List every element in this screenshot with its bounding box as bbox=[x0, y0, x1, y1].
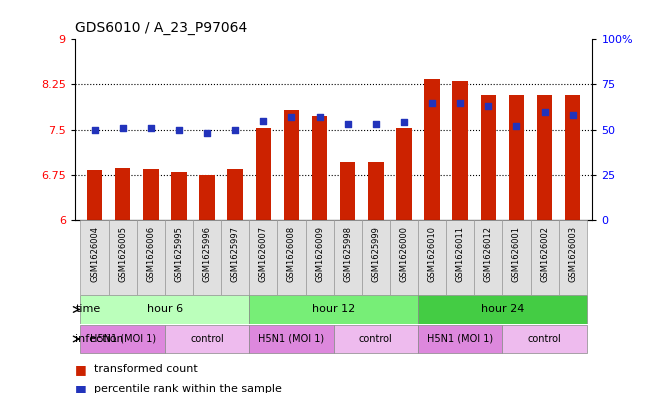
Point bbox=[314, 114, 325, 120]
Text: GSM1626011: GSM1626011 bbox=[456, 226, 465, 282]
Bar bbox=[171, 173, 187, 220]
FancyBboxPatch shape bbox=[277, 220, 305, 295]
FancyBboxPatch shape bbox=[221, 220, 249, 295]
Text: ■: ■ bbox=[75, 382, 87, 393]
Point bbox=[342, 121, 353, 127]
Bar bbox=[340, 162, 355, 220]
Text: transformed count: transformed count bbox=[94, 364, 198, 375]
FancyBboxPatch shape bbox=[531, 220, 559, 295]
Text: GSM1626006: GSM1626006 bbox=[146, 226, 156, 282]
Text: GSM1626007: GSM1626007 bbox=[259, 226, 268, 282]
Bar bbox=[424, 79, 440, 220]
Text: control: control bbox=[190, 334, 224, 344]
Bar bbox=[480, 95, 496, 220]
FancyBboxPatch shape bbox=[109, 220, 137, 295]
FancyBboxPatch shape bbox=[249, 296, 418, 324]
Point bbox=[568, 112, 578, 118]
Text: infection: infection bbox=[76, 334, 124, 344]
Text: hour 24: hour 24 bbox=[480, 305, 524, 314]
Bar bbox=[115, 168, 130, 220]
FancyBboxPatch shape bbox=[559, 220, 587, 295]
FancyBboxPatch shape bbox=[475, 220, 503, 295]
FancyBboxPatch shape bbox=[418, 325, 503, 353]
Point bbox=[230, 127, 240, 133]
Point bbox=[286, 114, 297, 120]
FancyBboxPatch shape bbox=[249, 325, 334, 353]
FancyBboxPatch shape bbox=[193, 220, 221, 295]
FancyBboxPatch shape bbox=[165, 325, 249, 353]
Text: GSM1625995: GSM1625995 bbox=[174, 226, 184, 282]
FancyBboxPatch shape bbox=[249, 220, 277, 295]
FancyBboxPatch shape bbox=[334, 220, 362, 295]
Text: GDS6010 / A_23_P97064: GDS6010 / A_23_P97064 bbox=[75, 22, 247, 35]
Bar bbox=[537, 95, 552, 220]
FancyBboxPatch shape bbox=[81, 220, 109, 295]
Bar bbox=[284, 110, 299, 220]
Text: ■: ■ bbox=[75, 363, 87, 376]
Text: H5N1 (MOI 1): H5N1 (MOI 1) bbox=[258, 334, 324, 344]
Bar bbox=[87, 170, 102, 220]
Text: GSM1625999: GSM1625999 bbox=[371, 226, 380, 282]
Text: hour 12: hour 12 bbox=[312, 305, 355, 314]
Point bbox=[511, 123, 521, 129]
Text: time: time bbox=[76, 305, 101, 314]
Bar bbox=[368, 162, 383, 220]
Bar bbox=[256, 129, 271, 220]
FancyBboxPatch shape bbox=[137, 220, 165, 295]
Point bbox=[399, 119, 409, 126]
Point bbox=[174, 127, 184, 133]
FancyBboxPatch shape bbox=[81, 296, 249, 324]
Text: GSM1626004: GSM1626004 bbox=[90, 226, 99, 282]
Text: control: control bbox=[528, 334, 561, 344]
Bar bbox=[199, 175, 215, 220]
Text: GSM1625998: GSM1625998 bbox=[343, 226, 352, 282]
Text: GSM1626005: GSM1626005 bbox=[118, 226, 127, 282]
FancyBboxPatch shape bbox=[446, 220, 475, 295]
Point bbox=[89, 127, 100, 133]
Bar bbox=[143, 169, 159, 220]
FancyBboxPatch shape bbox=[503, 325, 587, 353]
Text: control: control bbox=[359, 334, 393, 344]
FancyBboxPatch shape bbox=[81, 325, 165, 353]
Bar bbox=[227, 169, 243, 220]
Point bbox=[455, 99, 465, 106]
Point bbox=[258, 118, 268, 124]
Text: hour 6: hour 6 bbox=[147, 305, 183, 314]
Bar bbox=[452, 81, 468, 220]
Point bbox=[483, 103, 493, 109]
Text: GSM1626009: GSM1626009 bbox=[315, 226, 324, 282]
FancyBboxPatch shape bbox=[418, 296, 587, 324]
Bar bbox=[565, 95, 581, 220]
Bar bbox=[312, 116, 327, 220]
Bar bbox=[396, 129, 411, 220]
FancyBboxPatch shape bbox=[305, 220, 334, 295]
Text: H5N1 (MOI 1): H5N1 (MOI 1) bbox=[90, 334, 156, 344]
Bar bbox=[508, 95, 524, 220]
FancyBboxPatch shape bbox=[418, 220, 446, 295]
Point bbox=[540, 108, 550, 115]
FancyBboxPatch shape bbox=[165, 220, 193, 295]
Text: GSM1626001: GSM1626001 bbox=[512, 226, 521, 282]
Text: GSM1626003: GSM1626003 bbox=[568, 226, 577, 282]
Point bbox=[202, 130, 212, 136]
Text: GSM1626010: GSM1626010 bbox=[428, 226, 437, 282]
Point bbox=[117, 125, 128, 131]
FancyBboxPatch shape bbox=[390, 220, 418, 295]
Point bbox=[427, 99, 437, 106]
Text: percentile rank within the sample: percentile rank within the sample bbox=[94, 384, 283, 393]
Text: GSM1625996: GSM1625996 bbox=[202, 226, 212, 282]
Text: GSM1626002: GSM1626002 bbox=[540, 226, 549, 282]
Text: GSM1625997: GSM1625997 bbox=[230, 226, 240, 282]
FancyBboxPatch shape bbox=[362, 220, 390, 295]
Point bbox=[146, 125, 156, 131]
Text: H5N1 (MOI 1): H5N1 (MOI 1) bbox=[427, 334, 493, 344]
Text: GSM1626000: GSM1626000 bbox=[400, 226, 408, 282]
Text: GSM1626012: GSM1626012 bbox=[484, 226, 493, 282]
Point bbox=[370, 121, 381, 127]
FancyBboxPatch shape bbox=[503, 220, 531, 295]
Text: GSM1626008: GSM1626008 bbox=[287, 226, 296, 282]
FancyBboxPatch shape bbox=[334, 325, 418, 353]
